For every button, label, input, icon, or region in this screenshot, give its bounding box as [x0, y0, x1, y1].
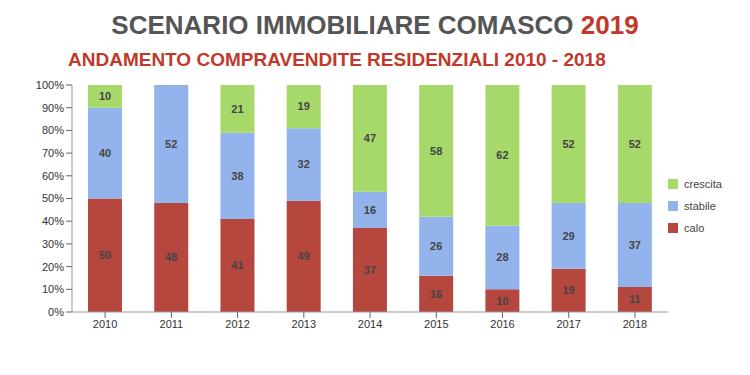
- svg-text:19: 19: [563, 284, 575, 296]
- svg-text:2016: 2016: [490, 318, 514, 330]
- svg-text:70%: 70%: [42, 147, 64, 159]
- svg-text:2018: 2018: [623, 318, 647, 330]
- svg-text:58: 58: [430, 145, 442, 157]
- svg-text:2015: 2015: [424, 318, 448, 330]
- svg-text:80%: 80%: [42, 124, 64, 136]
- svg-text:2017: 2017: [557, 318, 581, 330]
- svg-text:29: 29: [563, 230, 575, 242]
- svg-text:20%: 20%: [42, 261, 64, 273]
- html-text:ANDAMENTO COMPRAVENDITE RESIDE: ANDAMENTO COMPRAVENDITE RESIDENZIALI 201…: [68, 49, 606, 70]
- svg-text:28: 28: [496, 251, 508, 263]
- svg-text:2011: 2011: [160, 318, 184, 330]
- svg-text:11: 11: [629, 293, 641, 305]
- svg-text:37: 37: [364, 264, 376, 276]
- html-text:calo: calo: [684, 222, 705, 234]
- svg-text:21: 21: [231, 103, 243, 115]
- svg-text:2010: 2010: [93, 318, 117, 330]
- svg-text:40: 40: [99, 147, 111, 159]
- svg-text:2013: 2013: [292, 318, 316, 330]
- svg-text:90%: 90%: [42, 102, 64, 114]
- svg-text:37: 37: [629, 239, 641, 251]
- html-text:SCENARIO IMMOBILIARE COMASCO 2: SCENARIO IMMOBILIARE COMASCO 2019: [111, 10, 639, 40]
- svg-text:62: 62: [496, 149, 508, 161]
- svg-text:30%: 30%: [42, 238, 64, 250]
- svg-text:49: 49: [298, 250, 310, 262]
- svg-text:41: 41: [231, 259, 243, 271]
- svg-text:48: 48: [165, 251, 177, 263]
- svg-text:50%: 50%: [42, 192, 64, 204]
- svg-text:38: 38: [231, 170, 243, 182]
- svg-text:2014: 2014: [358, 318, 382, 330]
- svg-text:10: 10: [496, 295, 508, 307]
- svg-text:47: 47: [364, 132, 376, 144]
- svg-text:52: 52: [563, 138, 575, 150]
- html-text:crescita: crescita: [684, 178, 722, 190]
- svg-text:100%: 100%: [36, 79, 64, 91]
- svg-text:52: 52: [165, 138, 177, 150]
- svg-text:50: 50: [99, 249, 111, 261]
- svg-text:16: 16: [364, 204, 376, 216]
- svg-text:2012: 2012: [225, 318, 249, 330]
- svg-text:16: 16: [430, 288, 442, 300]
- svg-text:26: 26: [430, 240, 442, 252]
- svg-text:40%: 40%: [42, 215, 64, 227]
- svg-text:32: 32: [298, 158, 310, 170]
- svg-text:19: 19: [298, 100, 310, 112]
- html-text:stabile: stabile: [684, 200, 716, 212]
- svg-text:60%: 60%: [42, 170, 64, 182]
- svg-text:0%: 0%: [48, 306, 64, 318]
- svg-text:10%: 10%: [42, 283, 64, 295]
- svg-text:52: 52: [629, 138, 641, 150]
- svg-text:10: 10: [99, 90, 111, 102]
